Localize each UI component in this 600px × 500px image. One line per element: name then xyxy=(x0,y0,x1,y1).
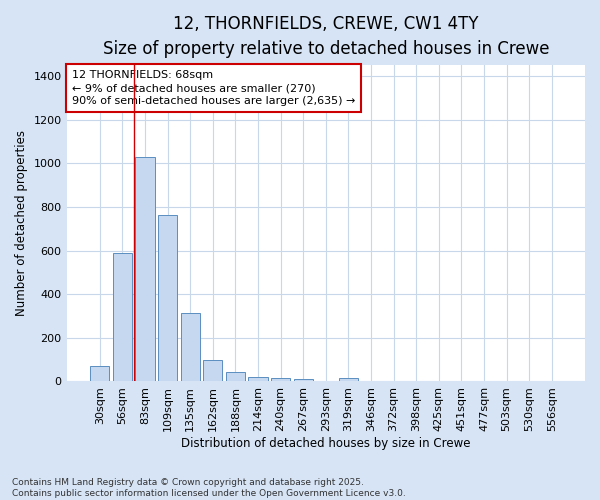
Text: Contains HM Land Registry data © Crown copyright and database right 2025.
Contai: Contains HM Land Registry data © Crown c… xyxy=(12,478,406,498)
Bar xyxy=(226,372,245,382)
Bar xyxy=(90,366,109,382)
Y-axis label: Number of detached properties: Number of detached properties xyxy=(15,130,28,316)
Bar xyxy=(271,378,290,382)
X-axis label: Distribution of detached houses by size in Crewe: Distribution of detached houses by size … xyxy=(181,437,470,450)
Bar xyxy=(136,156,155,382)
Bar xyxy=(203,360,223,382)
Bar xyxy=(113,252,132,382)
Title: 12, THORNFIELDS, CREWE, CW1 4TY
Size of property relative to detached houses in : 12, THORNFIELDS, CREWE, CW1 4TY Size of … xyxy=(103,15,549,58)
Bar xyxy=(248,376,268,382)
Text: 12 THORNFIELDS: 68sqm
← 9% of detached houses are smaller (270)
90% of semi-deta: 12 THORNFIELDS: 68sqm ← 9% of detached h… xyxy=(72,70,355,106)
Bar xyxy=(339,378,358,382)
Bar xyxy=(181,312,200,382)
Bar xyxy=(293,380,313,382)
Bar xyxy=(158,214,177,382)
